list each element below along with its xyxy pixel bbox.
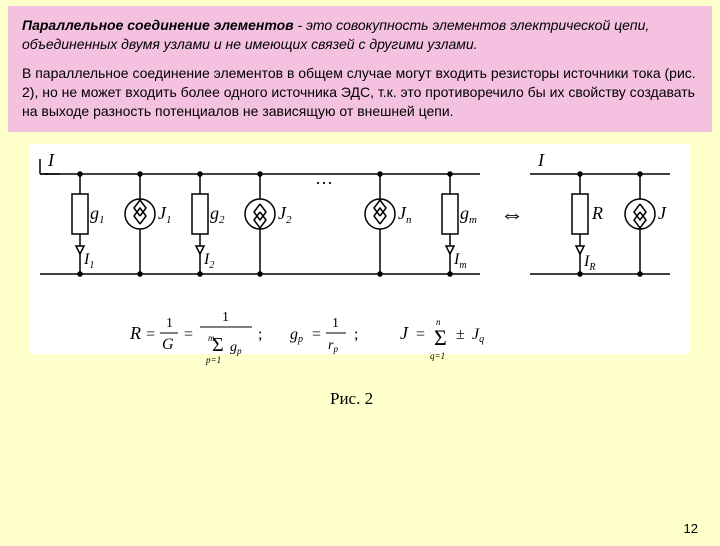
page-number: 12: [684, 521, 698, 536]
svg-text:n: n: [436, 317, 441, 327]
circuit-figure: I g1 I1 J1 g2 I2: [30, 144, 690, 444]
svg-text:=: =: [146, 326, 155, 343]
svg-text:I: I: [537, 150, 545, 170]
svg-text:±: ±: [456, 326, 465, 343]
svg-text:p=1: p=1: [205, 355, 221, 365]
svg-text:I: I: [47, 150, 55, 170]
svg-text:R: R: [129, 323, 141, 343]
svg-text:=: =: [184, 326, 193, 343]
svg-text:;: ;: [258, 326, 262, 343]
svg-text:=: =: [312, 326, 321, 343]
svg-text:1: 1: [332, 316, 339, 331]
svg-text:q=1: q=1: [430, 351, 445, 361]
term: Параллельное соединение элементов: [22, 17, 294, 33]
svg-text:1: 1: [166, 316, 173, 331]
svg-text:J: J: [658, 203, 667, 223]
equiv-icon: ⇔: [500, 202, 524, 228]
svg-text:1: 1: [222, 310, 229, 325]
svg-text:m: m: [208, 333, 215, 343]
definition-paragraph: Параллельное соединение элементов - это …: [22, 16, 698, 54]
svg-text:;: ;: [354, 326, 358, 343]
explanation-paragraph: В параллельное соединение элементов в об…: [22, 64, 698, 121]
definition-box: Параллельное соединение элементов - это …: [8, 6, 712, 132]
svg-text:Σ: Σ: [434, 325, 447, 350]
svg-text:G: G: [162, 336, 174, 353]
svg-text:=: =: [416, 326, 425, 343]
figure-caption: Рис. 2: [330, 389, 373, 408]
svg-text:J: J: [400, 323, 409, 343]
svg-text:R: R: [591, 203, 603, 223]
svg-text:…: …: [315, 168, 333, 188]
